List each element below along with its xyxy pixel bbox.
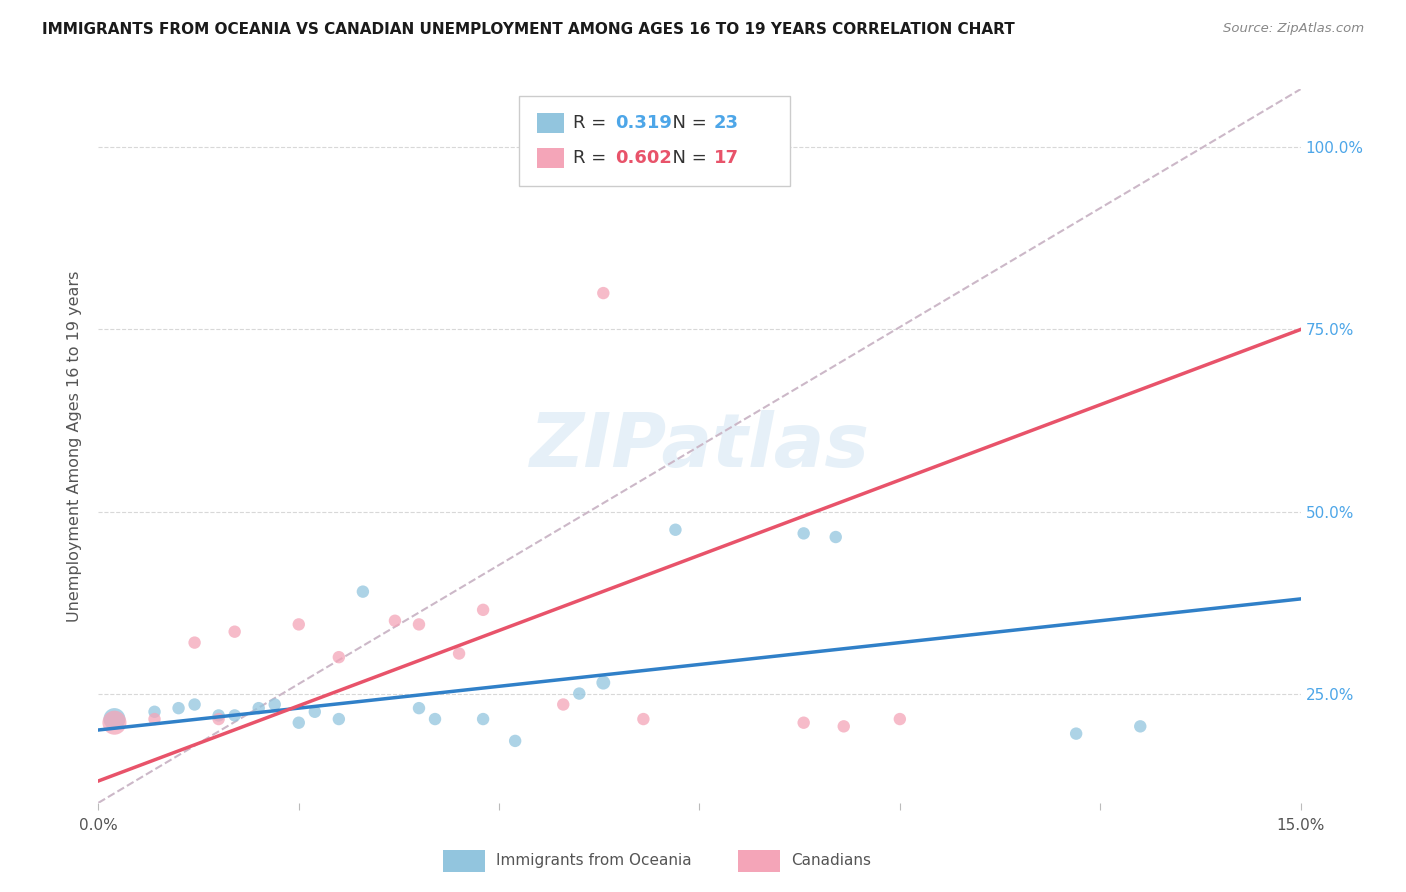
- FancyBboxPatch shape: [537, 113, 564, 134]
- Point: [143, 705, 166, 719]
- FancyBboxPatch shape: [537, 148, 564, 169]
- Point: [664, 523, 686, 537]
- Point: [167, 701, 190, 715]
- Point: [352, 584, 374, 599]
- Point: [568, 687, 591, 701]
- Point: [143, 712, 166, 726]
- Point: [592, 675, 614, 690]
- Point: [472, 712, 495, 726]
- Text: 0.319: 0.319: [616, 114, 672, 132]
- Point: [328, 712, 350, 726]
- Point: [328, 650, 350, 665]
- Point: [1129, 719, 1152, 733]
- Text: Source: ZipAtlas.com: Source: ZipAtlas.com: [1223, 22, 1364, 36]
- Text: 0.602: 0.602: [616, 150, 672, 168]
- Point: [288, 715, 311, 730]
- Point: [472, 603, 495, 617]
- Point: [247, 701, 270, 715]
- Point: [208, 708, 231, 723]
- Point: [592, 286, 614, 301]
- Point: [183, 635, 205, 649]
- Text: R =: R =: [574, 150, 612, 168]
- Point: [553, 698, 575, 712]
- Point: [208, 712, 231, 726]
- Point: [1064, 726, 1087, 740]
- Point: [447, 647, 470, 661]
- Point: [304, 705, 326, 719]
- Y-axis label: Unemployment Among Ages 16 to 19 years: Unemployment Among Ages 16 to 19 years: [67, 270, 83, 622]
- Text: 23: 23: [714, 114, 740, 132]
- Text: IMMIGRANTS FROM OCEANIA VS CANADIAN UNEMPLOYMENT AMONG AGES 16 TO 19 YEARS CORRE: IMMIGRANTS FROM OCEANIA VS CANADIAN UNEM…: [42, 22, 1015, 37]
- Point: [832, 719, 855, 733]
- Point: [224, 708, 246, 723]
- Text: 17: 17: [714, 150, 740, 168]
- Text: Canadians: Canadians: [792, 854, 872, 868]
- Point: [889, 712, 911, 726]
- Point: [263, 698, 285, 712]
- Text: Immigrants from Oceania: Immigrants from Oceania: [496, 854, 692, 868]
- Point: [633, 712, 655, 726]
- Point: [423, 712, 446, 726]
- Text: ZIPatlas: ZIPatlas: [530, 409, 869, 483]
- Point: [824, 530, 846, 544]
- Point: [408, 617, 430, 632]
- Text: R =: R =: [574, 114, 612, 132]
- Point: [503, 734, 526, 748]
- Point: [793, 715, 815, 730]
- Point: [224, 624, 246, 639]
- Point: [183, 698, 205, 712]
- Point: [384, 614, 406, 628]
- Text: N =: N =: [661, 114, 713, 132]
- FancyBboxPatch shape: [519, 96, 790, 186]
- Point: [793, 526, 815, 541]
- Point: [288, 617, 311, 632]
- Point: [408, 701, 430, 715]
- Point: [103, 712, 125, 726]
- Text: N =: N =: [661, 150, 713, 168]
- Point: [103, 715, 125, 730]
